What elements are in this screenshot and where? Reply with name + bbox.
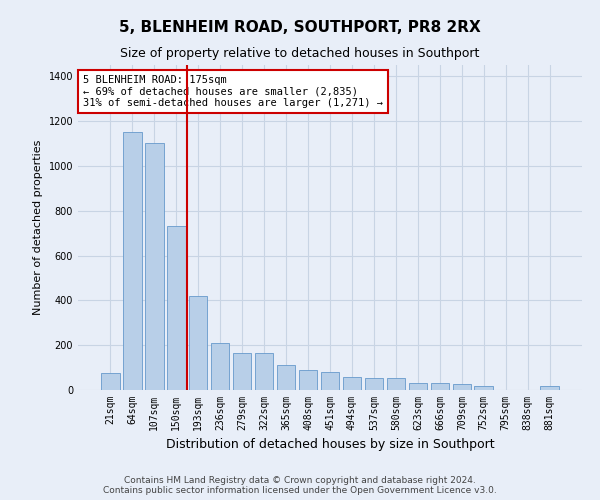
Bar	[431, 384, 449, 390]
Bar	[452, 384, 471, 390]
Bar	[277, 366, 295, 390]
Bar	[101, 373, 119, 390]
Bar	[167, 226, 185, 390]
Bar	[145, 144, 164, 390]
Bar	[365, 378, 383, 390]
Text: 5 BLENHEIM ROAD: 175sqm
← 69% of detached houses are smaller (2,835)
31% of semi: 5 BLENHEIM ROAD: 175sqm ← 69% of detache…	[83, 74, 383, 108]
Bar	[189, 296, 208, 390]
Text: Contains HM Land Registry data © Crown copyright and database right 2024.
Contai: Contains HM Land Registry data © Crown c…	[103, 476, 497, 495]
Bar	[409, 384, 427, 390]
Bar	[386, 378, 405, 390]
Bar	[211, 343, 229, 390]
Bar	[343, 376, 361, 390]
Bar	[123, 132, 142, 390]
X-axis label: Distribution of detached houses by size in Southport: Distribution of detached houses by size …	[166, 438, 494, 452]
Text: Size of property relative to detached houses in Southport: Size of property relative to detached ho…	[121, 48, 479, 60]
Bar	[255, 353, 274, 390]
Bar	[299, 370, 317, 390]
Bar	[320, 372, 340, 390]
Text: 5, BLENHEIM ROAD, SOUTHPORT, PR8 2RX: 5, BLENHEIM ROAD, SOUTHPORT, PR8 2RX	[119, 20, 481, 35]
Bar	[233, 353, 251, 390]
Y-axis label: Number of detached properties: Number of detached properties	[33, 140, 43, 315]
Bar	[475, 386, 493, 390]
Bar	[541, 386, 559, 390]
